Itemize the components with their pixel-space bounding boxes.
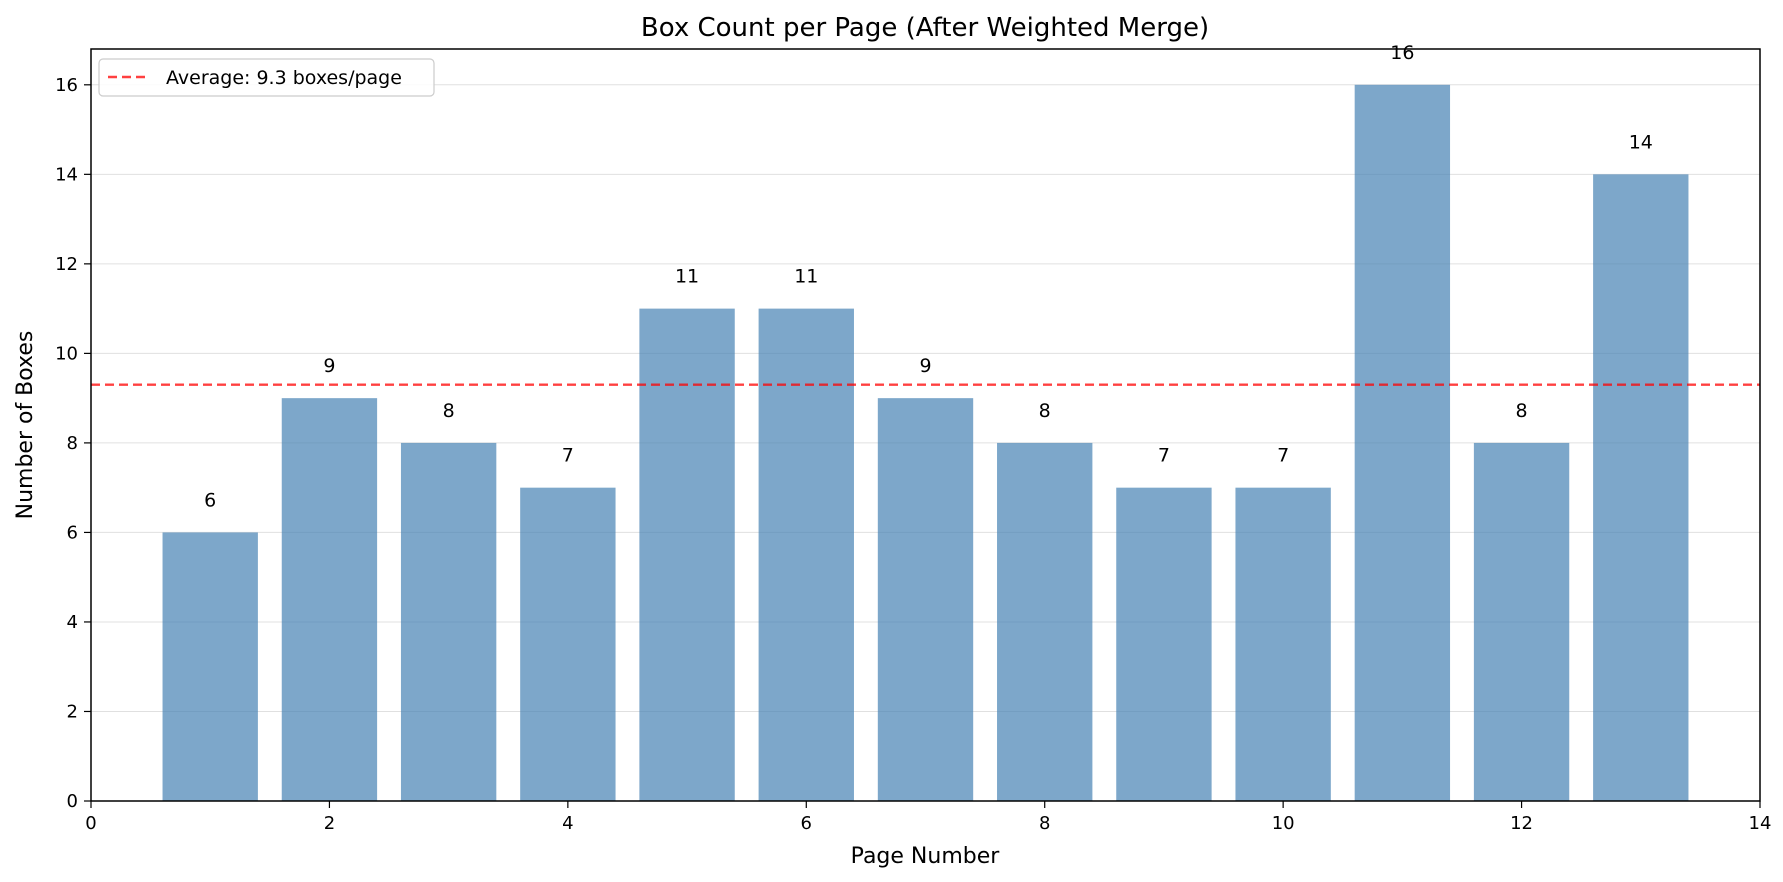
y-tick-label-3: 6 [67, 522, 78, 543]
y-axis-label: Number of Boxes [13, 331, 38, 520]
data-labels: 6 9 8 7 11 11 9 8 7 7 16 8 14 [204, 42, 1653, 512]
data-label-page-13: 14 [1629, 131, 1653, 153]
bar-page-4 [520, 487, 616, 801]
bar-page-10 [1235, 487, 1331, 801]
y-tick-label-0: 0 [67, 791, 78, 812]
bar-page-2 [281, 398, 378, 801]
data-label-page-3: 8 [443, 400, 455, 422]
x-tick-label-3: 6 [801, 813, 812, 834]
data-label-page-11: 16 [1390, 42, 1414, 64]
bar-page-8 [997, 442, 1093, 801]
x-tick-label-2: 4 [562, 813, 573, 834]
y-tick-label-8: 16 [55, 75, 78, 96]
data-label-page-9: 7 [1158, 445, 1170, 467]
y-tick-label-1: 2 [67, 701, 78, 722]
data-label-page-8: 8 [1039, 400, 1051, 422]
bar-page-1 [162, 532, 258, 801]
data-label-page-1: 6 [204, 489, 216, 511]
bar-page-7 [877, 398, 974, 801]
data-label-page-10: 7 [1277, 445, 1289, 467]
y-tick-label-7: 14 [55, 164, 78, 185]
plot-frame [90, 48, 1761, 802]
bars [162, 84, 1689, 802]
data-label-page-2: 9 [323, 355, 335, 377]
legend-average-label: Average: 9.3 boxes/page [166, 67, 402, 89]
x-tick-label-7: 14 [1749, 813, 1772, 834]
y-tick-label-6: 12 [55, 254, 78, 275]
data-label-page-4: 7 [562, 445, 574, 467]
data-label-page-6: 11 [794, 266, 818, 288]
bar-page-13 [1593, 174, 1689, 802]
bar-page-9 [1116, 487, 1212, 801]
y-tick-label-2: 4 [67, 612, 78, 633]
x-axis-label: Page Number [851, 844, 1001, 869]
bar-page-11 [1354, 84, 1451, 802]
x-tick-label-4: 8 [1039, 813, 1050, 834]
bar-page-3 [400, 442, 497, 801]
data-label-page-5: 11 [675, 266, 699, 288]
bar-page-12 [1473, 442, 1570, 801]
y-tick-label-4: 8 [67, 433, 78, 454]
x-tick-label-1: 2 [324, 813, 335, 834]
axis-ticks: 0 2 4 6 8 10 12 14 0 2 4 6 8 10 12 14 16 [55, 75, 1771, 834]
x-tick-label-0: 0 [85, 813, 96, 834]
x-tick-label-6: 12 [1510, 813, 1533, 834]
y-tick-label-5: 10 [55, 343, 78, 364]
data-label-page-12: 8 [1516, 400, 1528, 422]
chart-title: Box Count per Page (After Weighted Merge… [641, 13, 1209, 43]
legend: Average: 9.3 boxes/page [98, 58, 435, 97]
legend-box [98, 58, 435, 97]
bar-page-6 [758, 308, 854, 801]
x-tick-label-5: 10 [1272, 813, 1295, 834]
data-label-page-7: 9 [919, 355, 931, 377]
bar-page-5 [639, 308, 735, 801]
